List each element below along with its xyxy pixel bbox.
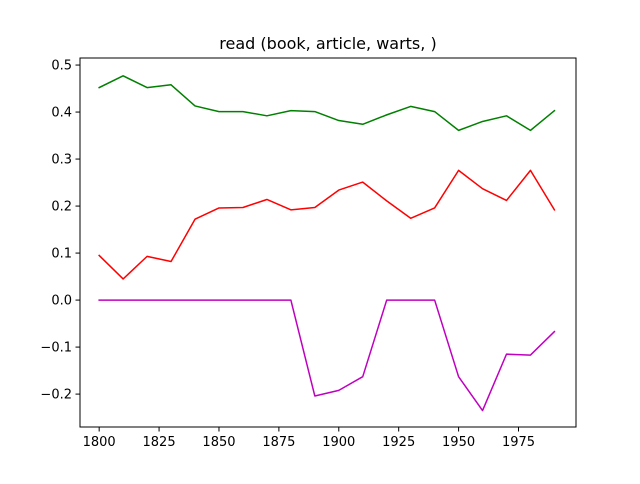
y-tick-label: 0.0 [51, 294, 72, 309]
chart-title: read (book, article, warts, ) [219, 34, 436, 53]
x-tick-label: 1825 [143, 435, 176, 450]
series-line-2 [99, 170, 554, 279]
plot-frame [80, 58, 576, 427]
x-tick-label: 1875 [262, 435, 295, 450]
x-tick-label: 1950 [442, 435, 475, 450]
x-tick-label: 1850 [202, 435, 235, 450]
x-tick-label: 1925 [382, 435, 415, 450]
x-tick-label: 1900 [322, 435, 355, 450]
y-tick-label: 0.1 [51, 247, 72, 262]
y-tick-label: −0.1 [40, 341, 72, 356]
x-tick-label: 1800 [83, 435, 116, 450]
series-line-1 [99, 76, 554, 131]
axes-layer: 1800 1825 1850 1875 1900 1925 1950 1975 −0.2 −0.1… [40, 59, 535, 450]
y-tick-label: 0.5 [51, 59, 72, 74]
series-layer [99, 76, 554, 411]
y-tick-label: −0.2 [40, 388, 72, 403]
series-line-3 [99, 300, 554, 410]
y-tick-label: 0.2 [51, 200, 72, 215]
y-tick-label: 0.4 [51, 106, 72, 121]
y-tick-label: 0.3 [51, 153, 72, 168]
x-tick-label: 1975 [502, 435, 535, 450]
